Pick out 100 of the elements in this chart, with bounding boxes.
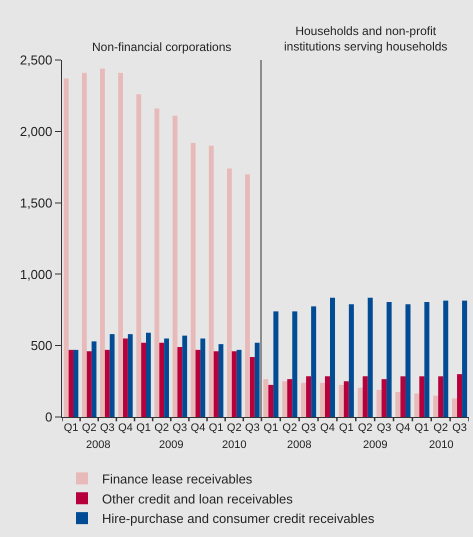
x-tick-label: Q3 [172, 422, 188, 434]
bar [287, 379, 292, 417]
bar [462, 300, 468, 417]
bar [330, 298, 336, 417]
bar [414, 393, 420, 417]
bar [159, 342, 164, 417]
bar [386, 302, 392, 417]
x-tick-label: Q3 [376, 422, 392, 434]
bar [306, 376, 312, 417]
bar [196, 350, 200, 417]
bar [200, 338, 206, 417]
bar [64, 78, 69, 417]
bar [311, 306, 316, 417]
bar [263, 379, 268, 417]
bar [362, 376, 368, 417]
bar [348, 304, 354, 417]
bar [141, 342, 146, 417]
bar [245, 174, 250, 417]
legend-label: Hire-purchase and consumer credit receivables [102, 511, 375, 526]
bar [457, 374, 462, 417]
bar [395, 392, 400, 417]
bar [236, 350, 242, 417]
text: 2010 [429, 439, 454, 451]
bar [104, 350, 110, 417]
bar [419, 376, 424, 417]
bar [320, 382, 325, 417]
bar [344, 381, 349, 417]
bar [250, 357, 255, 417]
y-tick-label: 1,500 [20, 195, 52, 210]
bar [146, 332, 151, 417]
bar [86, 351, 92, 417]
bar [268, 384, 274, 417]
x-tick-label: Q3 [245, 422, 260, 434]
bar [292, 311, 298, 417]
bar [382, 379, 387, 417]
bar [368, 298, 373, 417]
bar [118, 72, 124, 417]
chart-title: Non-financial corporations [92, 40, 232, 54]
x-tick-label: Q4 [320, 422, 335, 434]
bar [452, 398, 458, 417]
bar [443, 300, 448, 417]
bar [301, 382, 306, 417]
bar [438, 376, 444, 417]
bar [154, 108, 160, 417]
x-tick-label: Q1 [264, 422, 278, 434]
bar [282, 381, 288, 417]
bar [177, 347, 182, 417]
x-tick-label: Q2 [226, 422, 242, 434]
bar [358, 388, 363, 417]
legend-label: Finance lease receivables [102, 471, 253, 486]
x-tick-label: Q4 [396, 422, 410, 434]
x-tick-label: Q1 [414, 422, 430, 434]
bar [123, 338, 128, 417]
x-tick-label: Q1 [339, 422, 354, 434]
bar [73, 350, 78, 417]
text: 2010 [222, 439, 246, 451]
bar [68, 350, 74, 417]
y-tick-label: 2,500 [20, 52, 52, 68]
bar [182, 336, 188, 417]
bar [338, 384, 344, 417]
bar [433, 396, 438, 417]
bar [376, 390, 382, 417]
x-tick-label: Q4 [118, 422, 133, 434]
bar [92, 341, 96, 417]
y-tick-label: 2,000 [20, 124, 52, 139]
legend-label: Other credit and loan receivables [102, 491, 294, 506]
bar [324, 376, 330, 417]
y-tick-label: 0 [45, 410, 52, 425]
bar [405, 304, 410, 417]
text: 2009 [159, 439, 184, 451]
y-tick-label: 500 [30, 338, 52, 354]
bar [136, 94, 142, 417]
x-tick-label: Q2 [154, 422, 170, 434]
bar [172, 116, 178, 417]
bar [273, 311, 278, 417]
x-tick-label: Q2 [433, 422, 448, 434]
bar [208, 146, 214, 417]
bar [424, 302, 430, 417]
bar [214, 351, 219, 417]
bar [226, 168, 232, 417]
bar [400, 376, 406, 417]
text: 2009 [363, 439, 388, 451]
x-tick-label: Q3 [452, 422, 467, 434]
x-tick-label: Q3 [301, 422, 316, 434]
text: 2008 [86, 439, 110, 451]
bar [164, 338, 169, 417]
x-tick-label: Q1 [208, 422, 224, 434]
y-tick-label: 1,000 [20, 266, 52, 282]
bar [232, 351, 237, 417]
text: 2008 [287, 439, 312, 451]
chart-title: Households and non-profit institutions serving households [284, 24, 448, 54]
x-tick-label: Q2 [358, 422, 373, 434]
bar [100, 68, 105, 417]
x-tick-label: Q1 [64, 422, 78, 434]
bar [82, 72, 87, 417]
x-tick-label: Q3 [100, 422, 115, 434]
bar [128, 334, 133, 417]
x-tick-label: Q2 [82, 422, 97, 434]
x-tick-label: Q4 [190, 422, 206, 434]
bar [254, 342, 260, 417]
